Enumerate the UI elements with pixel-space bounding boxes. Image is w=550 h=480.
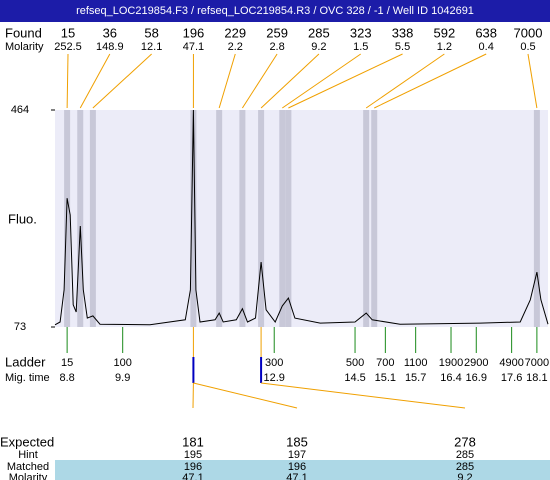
ladder-mig-time: 15.7 [405,372,426,384]
peak-band [258,110,265,327]
connector [288,53,403,109]
found-molarity: 47.1 [183,41,204,53]
found-size: 36 [103,25,117,40]
found-size: 323 [350,25,372,40]
peak-band [216,110,223,327]
found-size: 638 [475,25,497,40]
ladder-label: Ladder [5,354,46,369]
connector [260,53,320,109]
peak-band [285,110,292,327]
ladder-size: 700 [376,357,394,369]
found-molarity: 2.2 [228,41,243,53]
y-axis-label: Fluo. [8,211,37,226]
cell: 196 [184,461,202,473]
connector [66,53,69,109]
found-size: 58 [144,25,158,40]
y-tick-label: 464 [11,104,29,116]
found-label: Found [5,25,42,40]
cell: 285 [456,461,474,473]
row-label: Hint [18,449,38,461]
found-size: 7000 [514,25,543,40]
cell: 181 [182,434,204,449]
cell: 47.1 [182,472,203,480]
found-molarity: 1.2 [437,41,452,53]
row-label: Matched [7,461,49,473]
connector [218,53,236,109]
ladder-size: 1900 [439,357,463,369]
row-label: Expected [0,434,54,449]
connector [241,53,278,109]
molarity-label: Molarity [5,41,44,53]
connector [365,53,445,109]
connector [374,53,487,109]
found-molarity: 252.5 [54,41,82,53]
ladder-mig-time: 16.9 [466,372,487,384]
connector [92,53,152,109]
peak-band [371,110,378,327]
mig-time-label: Mig. time [5,372,50,384]
ladder-mig-time: 14.5 [344,372,365,384]
found-size: 15 [61,25,75,40]
found-molarity: 5.5 [395,41,410,53]
ladder-size: 100 [114,357,132,369]
cell: 195 [184,449,202,461]
cell: 278 [454,434,476,449]
plot-area [55,110,548,327]
trace [54,109,549,326]
peak-band [363,110,370,327]
found-size: 592 [434,25,456,40]
peak-band [89,110,96,327]
match-connector [261,382,466,409]
ladder-size: 300 [265,357,283,369]
ladder-size: 15 [61,357,73,369]
ladder-size: 500 [346,357,364,369]
found-molarity: 0.4 [479,41,494,53]
title-bar [0,0,550,22]
found-molarity: 12.1 [141,41,162,53]
cell: 185 [286,434,308,449]
found-molarity: 1.5 [353,41,368,53]
row-label: Molarity [9,472,48,480]
match-connector [193,382,298,409]
cell: 196 [288,461,306,473]
found-molarity: 0.5 [520,41,535,53]
ladder-mig-time: 17.6 [501,372,522,384]
title: refseq_LOC219854.F3 / refseq_LOC219854.R… [76,5,474,17]
connector [79,53,111,109]
cell: 197 [288,449,306,461]
ladder-mig-time: 12.9 [264,372,285,384]
ladder-size: 7000 [525,357,549,369]
peak-band [533,110,540,327]
peak-band [64,110,71,327]
ladder-mig-time: 9.9 [115,372,130,384]
ladder-mig-time: 18.1 [526,372,547,384]
found-size: 285 [308,25,330,40]
peak-band [190,110,197,327]
connector [527,53,538,109]
ladder-size: 2900 [464,357,488,369]
cell: 47.1 [286,472,307,480]
peak-band [77,110,84,327]
found-molarity: 2.8 [269,41,284,53]
ladder-mig-time: 15.1 [375,372,396,384]
found-size: 259 [266,25,288,40]
ladder-size: 4900 [499,357,523,369]
y-tick-label: 73 [14,321,26,333]
found-size: 196 [183,25,205,40]
found-size: 229 [224,25,246,40]
matched-band [55,460,550,480]
ladder-size: 1100 [404,357,428,369]
cell: 9.2 [457,472,472,480]
found-molarity: 148.9 [96,41,124,53]
found-size: 338 [392,25,414,40]
peak-band [239,110,246,327]
found-molarity: 9.2 [311,41,326,53]
connector [282,53,362,109]
peak-band [279,110,286,327]
ladder-mig-time: 8.8 [59,372,74,384]
ladder-mig-time: 16.4 [440,372,461,384]
cell: 285 [456,449,474,461]
